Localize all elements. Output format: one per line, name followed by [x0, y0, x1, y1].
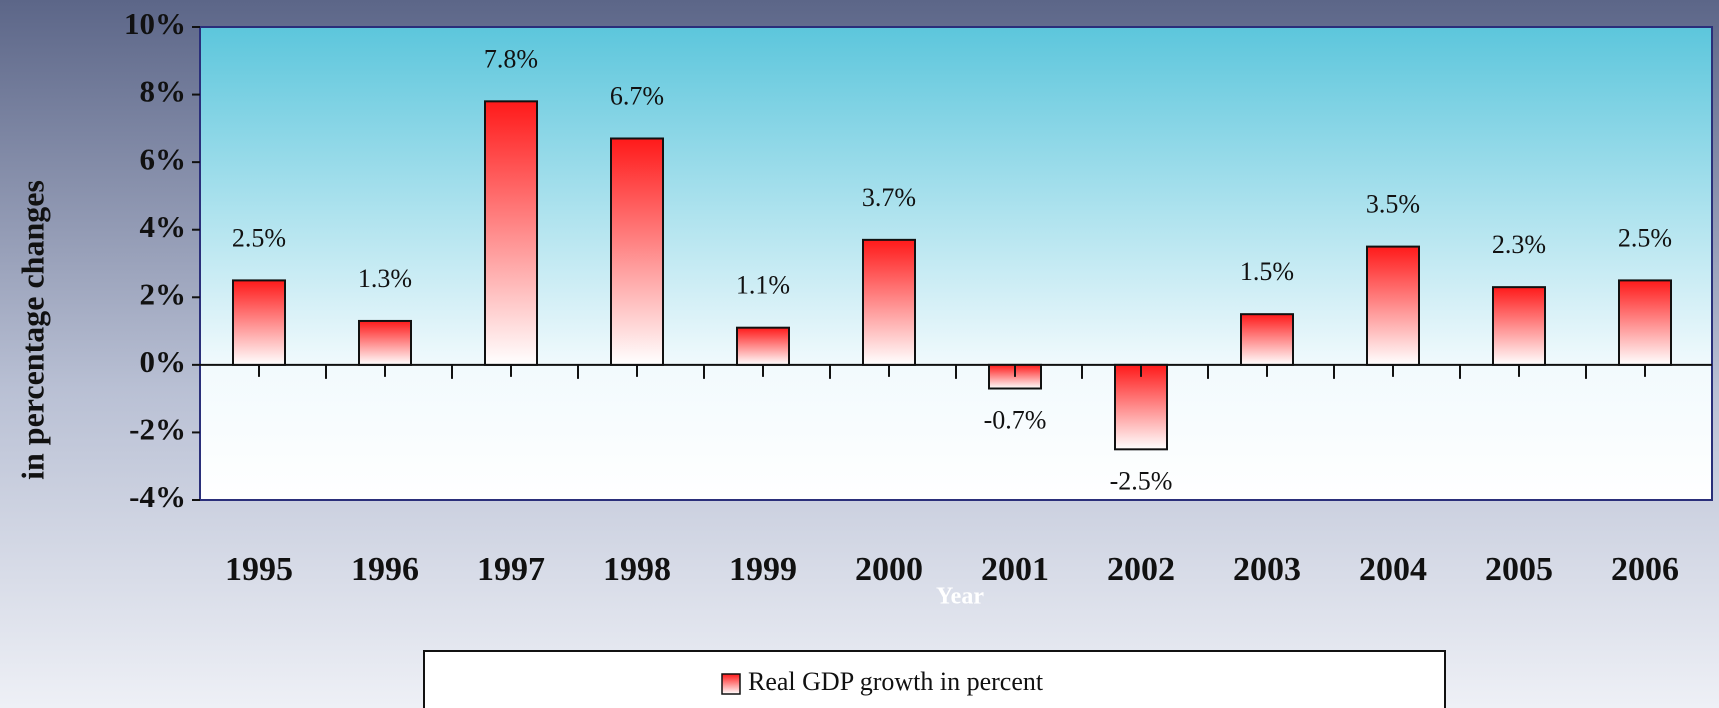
data-label: 3.5%	[1366, 190, 1420, 219]
legend-swatch	[721, 673, 741, 695]
bar	[1492, 286, 1546, 366]
x-tick-label: 2000	[855, 551, 923, 588]
data-label: 1.3%	[358, 264, 412, 293]
bar	[484, 100, 538, 366]
data-label: -2.5%	[1110, 466, 1173, 495]
legend	[423, 650, 1446, 708]
bar	[1366, 245, 1420, 366]
x-tick-label: 2005	[1485, 551, 1553, 588]
y-tick-label: -2%	[129, 412, 186, 447]
data-label: 1.5%	[1240, 257, 1294, 286]
y-tick-label: 6%	[140, 141, 187, 176]
data-label: 2.5%	[232, 223, 286, 252]
x-tick-label: 2002	[1107, 551, 1175, 588]
x-tick-label: 1997	[477, 551, 545, 588]
data-label: 3.7%	[862, 183, 916, 212]
x-tick-label: 2001	[981, 551, 1049, 588]
y-tick-label: 2%	[140, 276, 187, 311]
bar	[736, 326, 790, 366]
y-axis-title: in percentage changes	[14, 180, 50, 480]
data-label: 7.8%	[484, 44, 538, 73]
x-tick-label: 1999	[729, 551, 797, 588]
y-tick-label: 8%	[140, 74, 187, 109]
data-label: 2.3%	[1492, 230, 1546, 259]
x-tick-label: 2006	[1611, 551, 1679, 588]
y-tick-label: 4%	[140, 209, 187, 244]
plot-area	[199, 26, 1713, 501]
data-label: 2.5%	[1618, 223, 1672, 252]
data-label: -0.7%	[984, 405, 1047, 434]
bar	[610, 137, 664, 366]
y-tick-label: 0%	[140, 344, 187, 379]
y-tick-label: -4%	[129, 479, 186, 514]
bar	[358, 319, 412, 366]
bar	[1114, 363, 1168, 451]
bar	[1240, 313, 1294, 366]
bar	[1618, 279, 1672, 366]
x-tick-label: 1996	[351, 551, 419, 588]
x-tick-label: 2004	[1359, 551, 1427, 588]
legend-label: Real GDP growth in percent	[748, 667, 1044, 696]
x-tick-label: 1998	[603, 551, 671, 588]
bar	[232, 279, 286, 366]
x-axis-title: Year	[936, 584, 984, 610]
y-tick-label: 10%	[124, 6, 186, 41]
data-label: 1.1%	[736, 271, 790, 300]
x-tick-label: 2003	[1233, 551, 1301, 588]
bar	[862, 238, 916, 366]
data-label: 6.7%	[610, 81, 664, 110]
x-tick-label: 1995	[225, 551, 293, 588]
